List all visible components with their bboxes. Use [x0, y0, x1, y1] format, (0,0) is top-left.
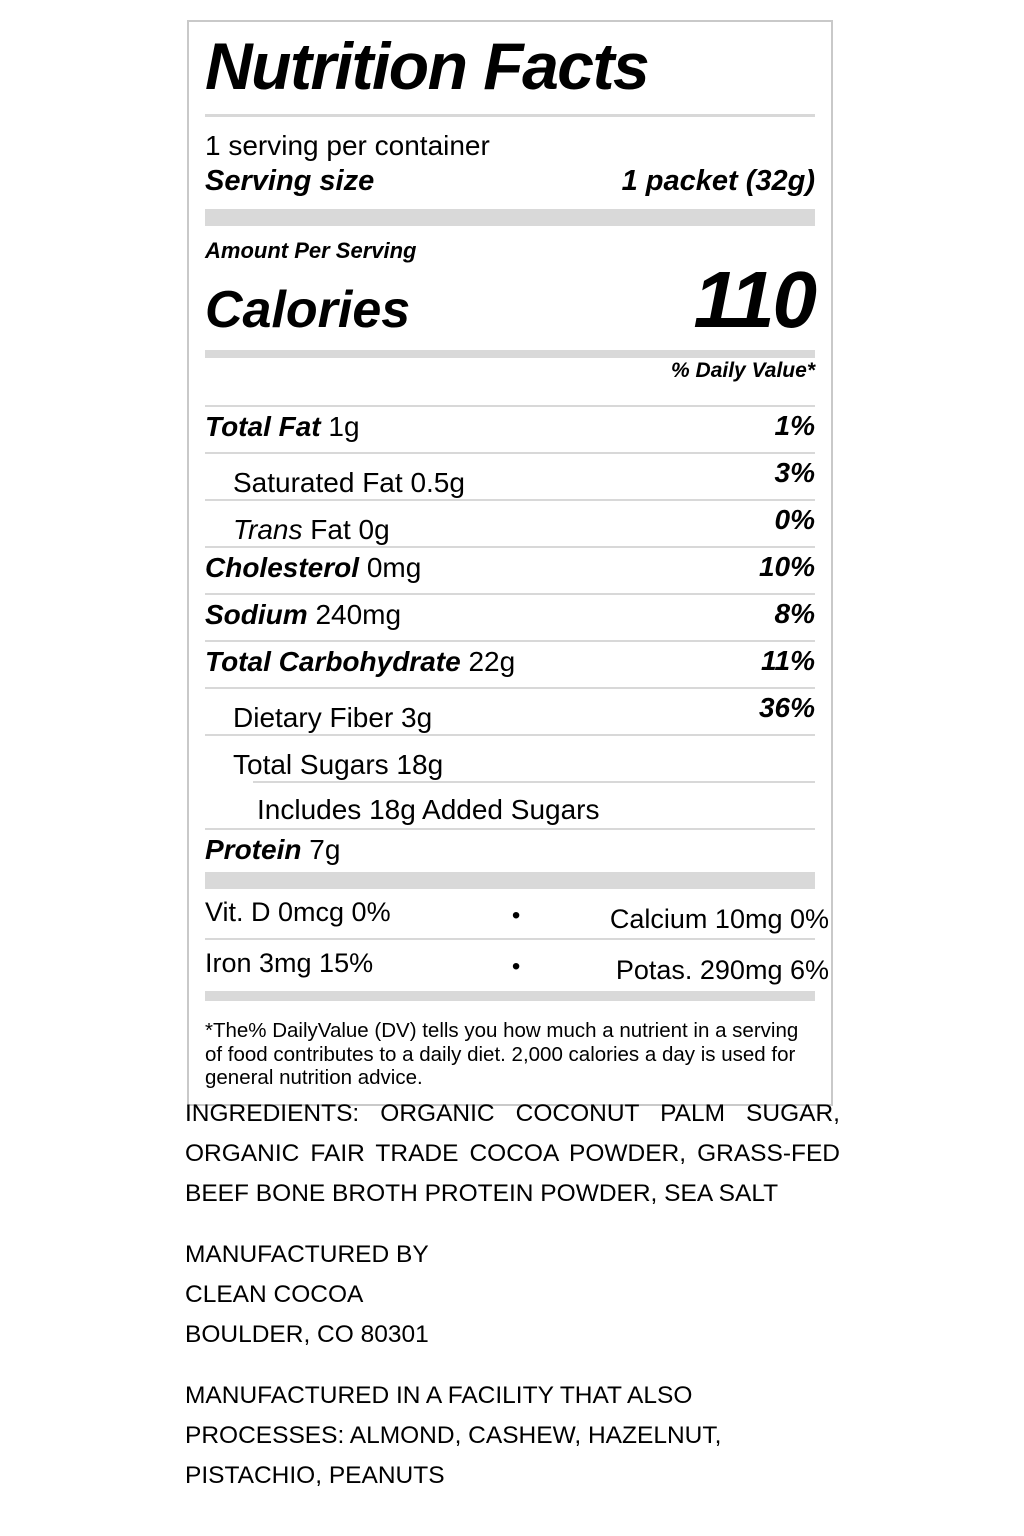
- section-bar: [205, 350, 815, 358]
- manufacturer-paragraph: MANUFACTURED BY CLEAN COCOA BOULDER, CO …: [185, 1235, 840, 1355]
- daily-value-percent: 10%: [758, 551, 815, 582]
- daily-value-percent: 8%: [774, 598, 815, 629]
- nutrient-row-added-sugars: Includes 18g Added Sugars: [205, 781, 815, 828]
- nutrient-amount: Fat 0g: [310, 514, 390, 545]
- calories-label: Calories: [205, 281, 411, 339]
- amount-per-serving-label: Amount Per Serving: [205, 238, 417, 263]
- nutrient-amount: 1g: [328, 411, 360, 442]
- manufacturer-line: CLEAN COCOA: [185, 1281, 364, 1308]
- nutrient-label: Cholesterol 0mg: [205, 552, 421, 583]
- title-divider: [205, 114, 815, 117]
- daily-value-percent: 36%: [758, 692, 815, 723]
- manufacturer-line: BOULDER, CO 80301: [185, 1321, 429, 1348]
- daily-value-percent: 11%: [761, 645, 815, 676]
- daily-value-percent: 1%: [774, 410, 815, 441]
- nutrient-row-trans-fat: Trans Fat 0g 0%: [205, 499, 815, 546]
- ingredients-line: INGREDIENTS: ORGANIC COCONUT PALM SUGAR,: [185, 1100, 840, 1127]
- daily-value-percent: 0%: [774, 504, 815, 535]
- allergen-facility-paragraph: MANUFACTURED IN A FACILITY THAT ALSO PRO…: [185, 1376, 840, 1496]
- nutrient-row-total-sugars: Total Sugars 18g: [205, 734, 815, 781]
- micronutrient-left: Iron 3mg 15%: [205, 948, 374, 978]
- manufacturer-line: MANUFACTURED BY: [185, 1241, 429, 1268]
- micronutrient-left: Vit. D 0mcg 0%: [205, 897, 391, 927]
- section-bar: [205, 209, 815, 226]
- facility-line: PROCESSES: ALMOND, CASHEW, HAZELNUT,: [185, 1422, 722, 1449]
- micronutrient-right: Potas. 290mg 6%: [615, 955, 829, 985]
- nutrient-row-total-carbohydrate: Total Carbohydrate 22g 11%: [205, 640, 815, 687]
- nutrient-amount: 0mg: [366, 552, 422, 583]
- nutrient-name: Includes 18g Added Sugars: [257, 794, 600, 825]
- nutrient-label: Trans Fat 0g: [205, 514, 390, 545]
- daily-value-percent: 3%: [774, 457, 815, 488]
- nutrient-amount: 3g: [401, 702, 433, 733]
- daily-value-header: % Daily Value*: [671, 359, 815, 382]
- serving-size-row: Serving size 1 packet (32g): [205, 164, 815, 198]
- nutrient-amount: 7g: [309, 834, 341, 865]
- nutrient-row-cholesterol: Cholesterol 0mg 10%: [205, 546, 815, 593]
- nutrient-name: Total Fat: [205, 411, 321, 442]
- serving-size-label: Serving size: [205, 165, 375, 197]
- footnote-line: of food contributes to a daily diet. 2,0…: [205, 1042, 796, 1066]
- calories-row: Calories 110: [205, 255, 817, 346]
- footnote-line: *The% DailyValue (DV) tells you how much…: [205, 1019, 799, 1042]
- nutrient-label: Saturated Fat 0.5g: [205, 467, 465, 498]
- micronutrient-row-2: Iron 3mg 15% • Potas. 290mg 6%: [205, 938, 829, 987]
- servings-per-container: 1 serving per container: [205, 130, 490, 161]
- nutrient-amount: 0.5g: [410, 467, 465, 498]
- ingredients-paragraph: INGREDIENTS: ORGANIC COCONUT PALM SUGAR,…: [185, 1094, 840, 1214]
- nutrient-amount: 18g: [396, 749, 444, 780]
- nutrient-table: Total Fat 1g 1% Saturated Fat 0.5g 3% Tr…: [205, 405, 815, 872]
- ingredients-line: ORGANIC FAIR TRADE COCOA POWDER, GRASS-F…: [185, 1140, 840, 1167]
- footnote-line: general nutrition advice.: [205, 1066, 423, 1089]
- nutrient-name: Saturated Fat: [233, 467, 403, 498]
- nutrient-row-sodium: Sodium 240mg 8%: [205, 593, 815, 640]
- nutrient-name: Cholesterol: [205, 552, 360, 583]
- panel-title: Nutrition Facts: [205, 29, 650, 103]
- nutrition-facts-panel: Nutrition Facts 1 serving per container …: [187, 20, 833, 1106]
- nutrient-label: Dietary Fiber 3g: [205, 702, 432, 733]
- facility-line: MANUFACTURED IN A FACILITY THAT ALSO: [185, 1382, 693, 1409]
- nutrient-amount: 22g: [468, 646, 516, 677]
- nutrient-name: Total Carbohydrate: [205, 646, 461, 677]
- serving-size-value: 1 packet (32g): [621, 165, 815, 197]
- micronutrient-right: Calcium 10mg 0%: [609, 904, 829, 934]
- nutrient-label: Total Carbohydrate 22g: [205, 646, 515, 677]
- nutrient-label: Total Fat 1g: [205, 411, 360, 442]
- nutrient-label: Protein 7g: [205, 834, 340, 865]
- calories-value: 110: [693, 255, 817, 344]
- nutrient-label: Sodium 240mg: [205, 599, 401, 630]
- nutrient-row-saturated-fat: Saturated Fat 0.5g 3%: [205, 452, 815, 499]
- nutrient-label: Includes 18g Added Sugars: [205, 794, 599, 825]
- ingredients-line: BEEF BONE BROTH PROTEIN POWDER, SEA SALT: [185, 1180, 779, 1207]
- package-text: INGREDIENTS: ORGANIC COCONUT PALM SUGAR,…: [185, 1094, 840, 1496]
- nutrient-row-dietary-fiber: Dietary Fiber 3g 36%: [205, 687, 815, 734]
- nutrient-name: Dietary Fiber: [233, 702, 394, 733]
- nutrient-label: Total Sugars 18g: [205, 749, 443, 780]
- nutrient-name: Protein: [205, 834, 302, 865]
- nutrient-name: Trans: [233, 514, 303, 545]
- bullet-separator: •: [511, 902, 521, 929]
- nutrient-name: Total Sugars: [233, 749, 389, 780]
- micronutrient-row-1: Vit. D 0mcg 0% • Calcium 10mg 0%: [205, 889, 829, 938]
- nutrient-row-total-fat: Total Fat 1g 1%: [205, 405, 815, 452]
- bullet-separator: •: [511, 953, 521, 980]
- section-bar: [205, 872, 815, 889]
- nutrient-row-protein: Protein 7g: [205, 828, 815, 872]
- section-bar: [205, 991, 815, 1001]
- facility-line: PISTACHIO, PEANUTS: [185, 1462, 445, 1489]
- nutrient-amount: 240mg: [315, 599, 402, 630]
- nutrient-name: Sodium: [205, 599, 308, 630]
- daily-value-footnote: *The% DailyValue (DV) tells you how much…: [205, 1019, 815, 1090]
